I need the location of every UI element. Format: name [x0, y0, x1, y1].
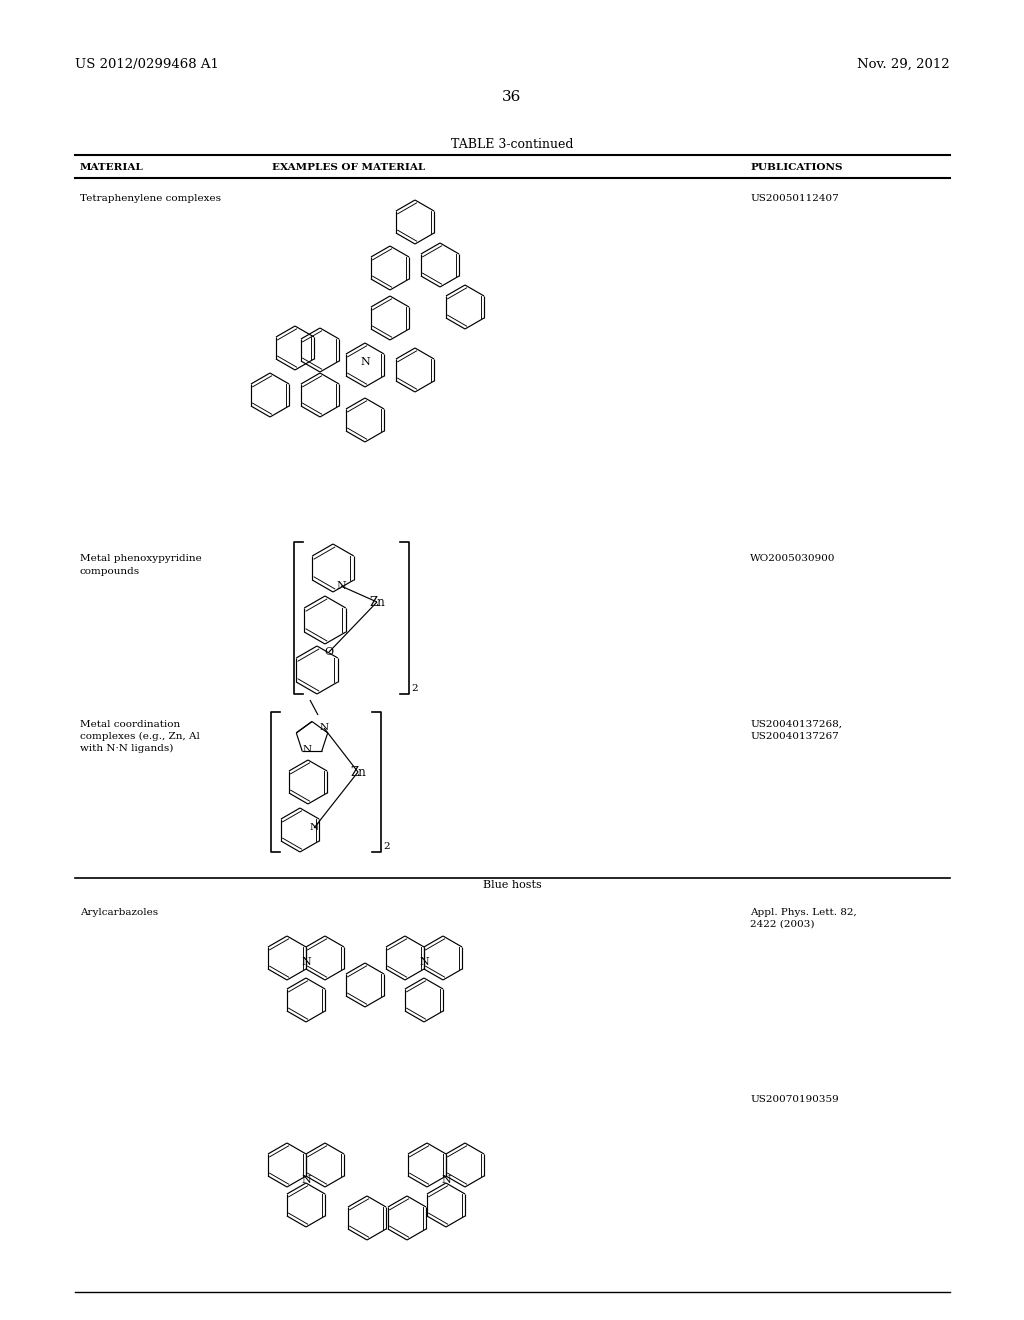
Text: N: N	[441, 1175, 451, 1185]
Text: US20070190359: US20070190359	[750, 1096, 839, 1104]
Text: 2: 2	[411, 684, 418, 693]
Text: Metal coordination
complexes (e.g., Zn, Al
with N·N ligands): Metal coordination complexes (e.g., Zn, …	[80, 719, 200, 752]
Text: Zn: Zn	[350, 766, 366, 779]
Text: Arylcarbazoles: Arylcarbazoles	[80, 908, 158, 917]
Text: Nov. 29, 2012: Nov. 29, 2012	[857, 58, 950, 71]
Text: US20040137268,
US20040137267: US20040137268, US20040137267	[750, 719, 842, 741]
Text: N: N	[301, 1175, 311, 1185]
Text: 36: 36	[503, 90, 521, 104]
Text: Blue hosts: Blue hosts	[482, 880, 542, 890]
Text: Zn: Zn	[369, 595, 385, 609]
Text: N: N	[309, 824, 318, 833]
Text: Appl. Phys. Lett. 82,
2422 (2003): Appl. Phys. Lett. 82, 2422 (2003)	[750, 908, 857, 929]
Text: 2: 2	[383, 842, 389, 851]
Text: PUBLICATIONS: PUBLICATIONS	[750, 162, 843, 172]
Text: WO2005030900: WO2005030900	[750, 554, 836, 564]
Text: US 2012/0299468 A1: US 2012/0299468 A1	[75, 58, 219, 71]
Text: N: N	[301, 957, 311, 968]
Text: Tetraphenylene complexes: Tetraphenylene complexes	[80, 194, 221, 203]
Text: TABLE 3-continued: TABLE 3-continued	[451, 139, 573, 150]
Text: N: N	[360, 356, 370, 367]
Text: O: O	[325, 647, 334, 657]
Text: US20050112407: US20050112407	[750, 194, 839, 203]
Text: N: N	[419, 957, 429, 968]
Text: N: N	[302, 746, 311, 755]
Text: N: N	[319, 723, 329, 733]
Text: N: N	[336, 581, 346, 591]
Text: EXAMPLES OF MATERIAL: EXAMPLES OF MATERIAL	[272, 162, 425, 172]
Text: MATERIAL: MATERIAL	[80, 162, 143, 172]
Text: Metal phenoxypyridine
compounds: Metal phenoxypyridine compounds	[80, 554, 202, 576]
